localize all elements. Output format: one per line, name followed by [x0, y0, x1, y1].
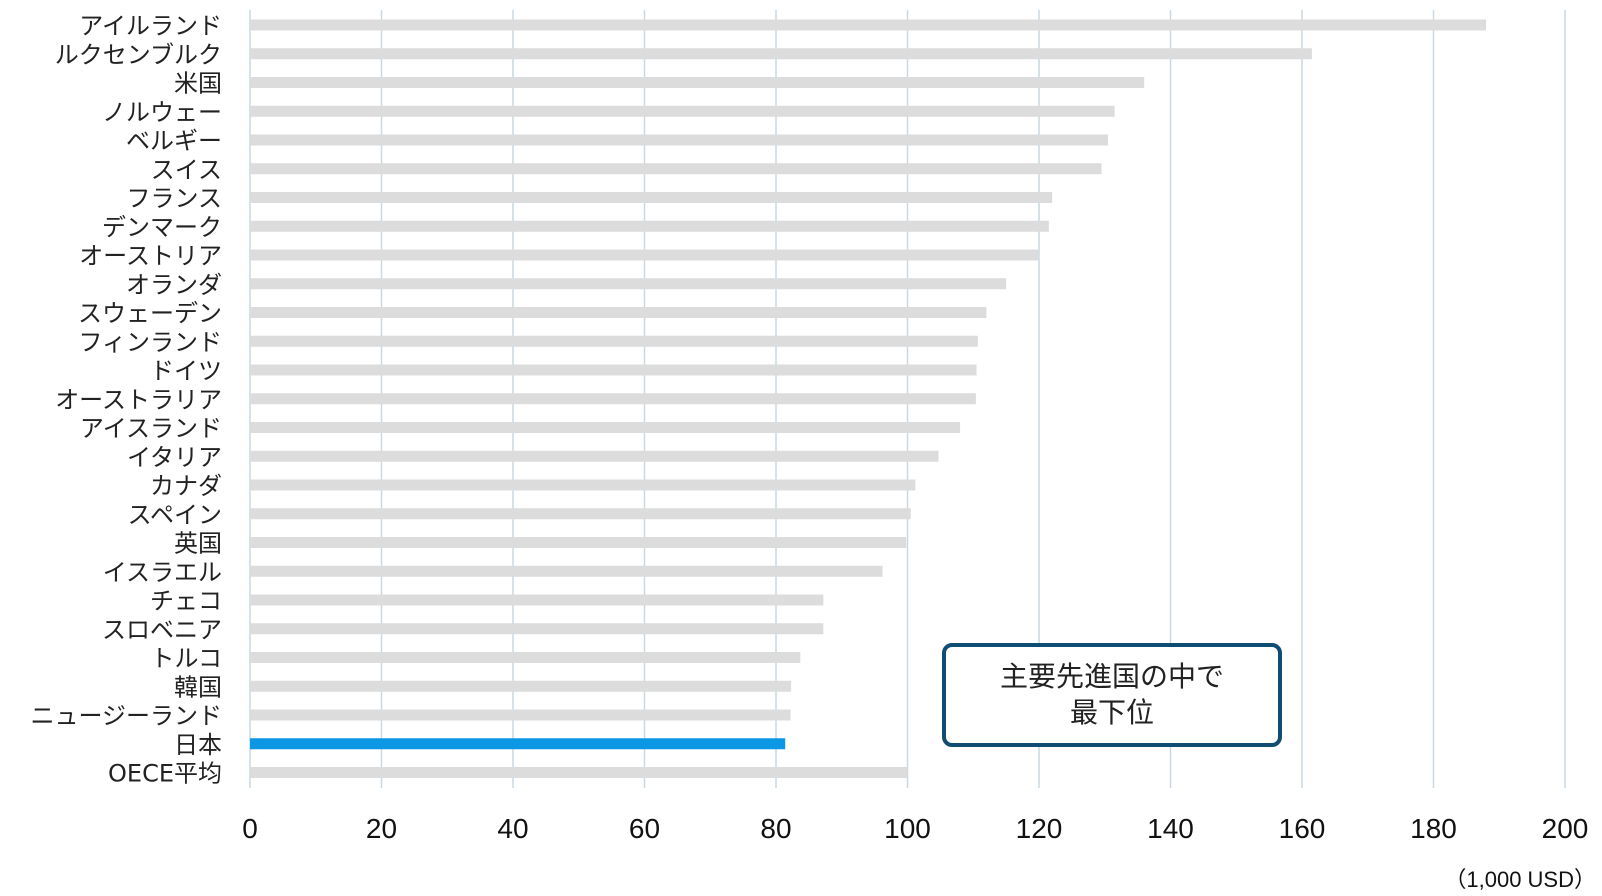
category-label: イスラエル — [103, 558, 222, 586]
bar — [250, 48, 1312, 60]
bar — [250, 192, 1053, 203]
category-label: トルコ — [150, 645, 222, 673]
bar — [250, 565, 883, 577]
x-tick-label: 20 — [366, 813, 397, 844]
category-label: OECE平均 — [108, 760, 222, 788]
bar — [250, 278, 1007, 290]
x-tick-label: 200 — [1542, 813, 1589, 844]
category-label: ニュージーランド — [30, 702, 222, 730]
bar — [250, 450, 939, 462]
category-label: スイス — [151, 156, 222, 184]
bar-highlighted — [250, 738, 786, 750]
category-label: 米国 — [174, 70, 222, 98]
x-axis-tick-labels: 0 20 40 60 80 100 120 140 160 180 200 — [242, 813, 1588, 844]
x-tick-label: 60 — [629, 813, 660, 844]
x-tick-label: 140 — [1147, 813, 1194, 844]
category-label: フィンランド — [78, 328, 222, 356]
category-label: アイスランド — [80, 415, 222, 443]
bar — [250, 652, 801, 663]
bar — [250, 19, 1487, 31]
bar — [250, 508, 911, 520]
category-label: デンマーク — [102, 213, 222, 241]
category-label: ドイツ — [150, 357, 222, 385]
bar — [250, 594, 824, 606]
x-tick-label: 100 — [884, 813, 931, 844]
bar — [250, 307, 987, 318]
bar — [250, 105, 1115, 117]
category-labels: アイルランドルクセンブルク米国ノルウェーベルギースイスフランスデンマークオースト… — [30, 12, 222, 788]
category-label: オランダ — [126, 271, 222, 299]
bar — [250, 249, 1039, 261]
bar — [250, 537, 907, 548]
bar — [250, 680, 792, 692]
x-tick-label: 120 — [1016, 813, 1063, 844]
category-label: フランス — [126, 185, 222, 213]
category-label: アイルランド — [79, 12, 222, 40]
bar — [250, 479, 916, 491]
unit-label: （1,000 USD） — [1444, 867, 1596, 892]
bar — [250, 163, 1102, 175]
category-label: 日本 — [174, 731, 222, 759]
category-label: ノルウェー — [102, 98, 222, 126]
category-label: スペイン — [128, 501, 222, 529]
bars — [250, 19, 1487, 778]
category-label: ベルギー — [126, 127, 222, 155]
x-tick-label: 160 — [1279, 813, 1326, 844]
category-label: オーストラリア — [55, 386, 222, 414]
category-label: ルクセンブルク — [55, 41, 222, 69]
callout-line-2: 最下位 — [1069, 696, 1154, 729]
category-label: 韓国 — [174, 673, 222, 701]
bar — [250, 623, 824, 635]
bar — [250, 422, 961, 433]
bar — [250, 77, 1145, 88]
x-tick-label: 0 — [242, 813, 258, 844]
category-label: スウェーデン — [78, 300, 222, 328]
category-label: カナダ — [150, 472, 222, 500]
bar — [250, 709, 791, 721]
category-label: オーストリア — [79, 242, 222, 270]
x-tick-label: 80 — [760, 813, 791, 844]
bar — [250, 767, 908, 778]
bar — [250, 220, 1049, 232]
category-label: 英国 — [174, 530, 222, 558]
x-tick-label: 180 — [1410, 813, 1457, 844]
category-label: チェコ — [150, 587, 222, 615]
callout-line-1: 主要先進国の中で — [999, 660, 1224, 693]
category-label: イタリア — [127, 443, 222, 471]
bar — [250, 393, 976, 405]
bar — [250, 335, 978, 347]
annotation-callout: 主要先進国の中で 最下位 — [942, 643, 1282, 747]
category-label: スロベニア — [102, 616, 222, 644]
bar — [250, 364, 977, 376]
bar — [250, 134, 1109, 146]
x-tick-label: 40 — [497, 813, 528, 844]
